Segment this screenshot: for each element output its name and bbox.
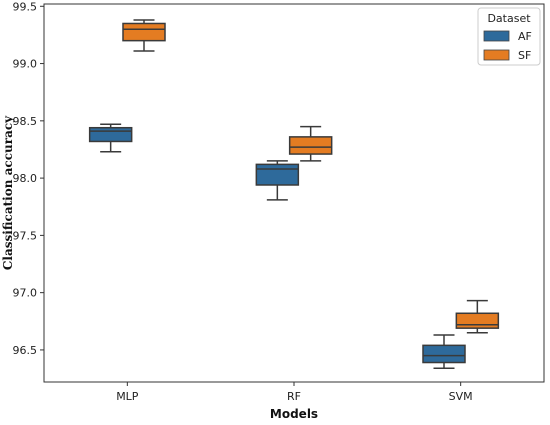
y-tick-label: 99.0 [13, 58, 38, 71]
legend-label-af: AF [518, 30, 532, 43]
y-axis: 96.5 97.0 97.5 98.0 98.5 99.0 99.5 [13, 0, 44, 357]
box-iqr [122, 22, 166, 42]
box-iqr [422, 344, 466, 364]
y-tick-label: 97.5 [13, 229, 38, 242]
x-tick-label: MLP [116, 390, 139, 403]
box-iqr [455, 312, 500, 329]
legend: Dataset AF SF [477, 7, 541, 66]
y-tick-label: 98.5 [13, 115, 38, 128]
y-tick-label: 96.5 [13, 344, 38, 357]
box-sf-mlp [122, 19, 166, 52]
legend-title: Dataset [487, 12, 531, 25]
x-axis: MLP RF SVM [116, 382, 473, 403]
box-sf-svm [455, 299, 500, 334]
y-tick-label: 99.5 [13, 0, 38, 13]
box-sf-rf [288, 125, 333, 162]
box-af-rf [255, 160, 300, 201]
x-axis-title: Models [270, 407, 318, 421]
y-tick-label: 98.0 [13, 172, 38, 185]
box-series [88, 19, 500, 370]
legend-swatch-sf [483, 49, 510, 61]
box-af-svm [422, 334, 466, 370]
x-tick-label: SVM [449, 390, 473, 403]
box-iqr [288, 136, 333, 155]
legend-swatch-af [483, 30, 510, 42]
y-axis-title: Classification accuracy [1, 115, 15, 270]
box-af-mlp [88, 123, 133, 153]
x-tick-label: RF [287, 390, 301, 403]
legend-label-sf: SF [518, 49, 531, 62]
box-iqr [88, 126, 133, 143]
y-tick-label: 97.0 [13, 287, 38, 300]
box-iqr [255, 163, 300, 186]
